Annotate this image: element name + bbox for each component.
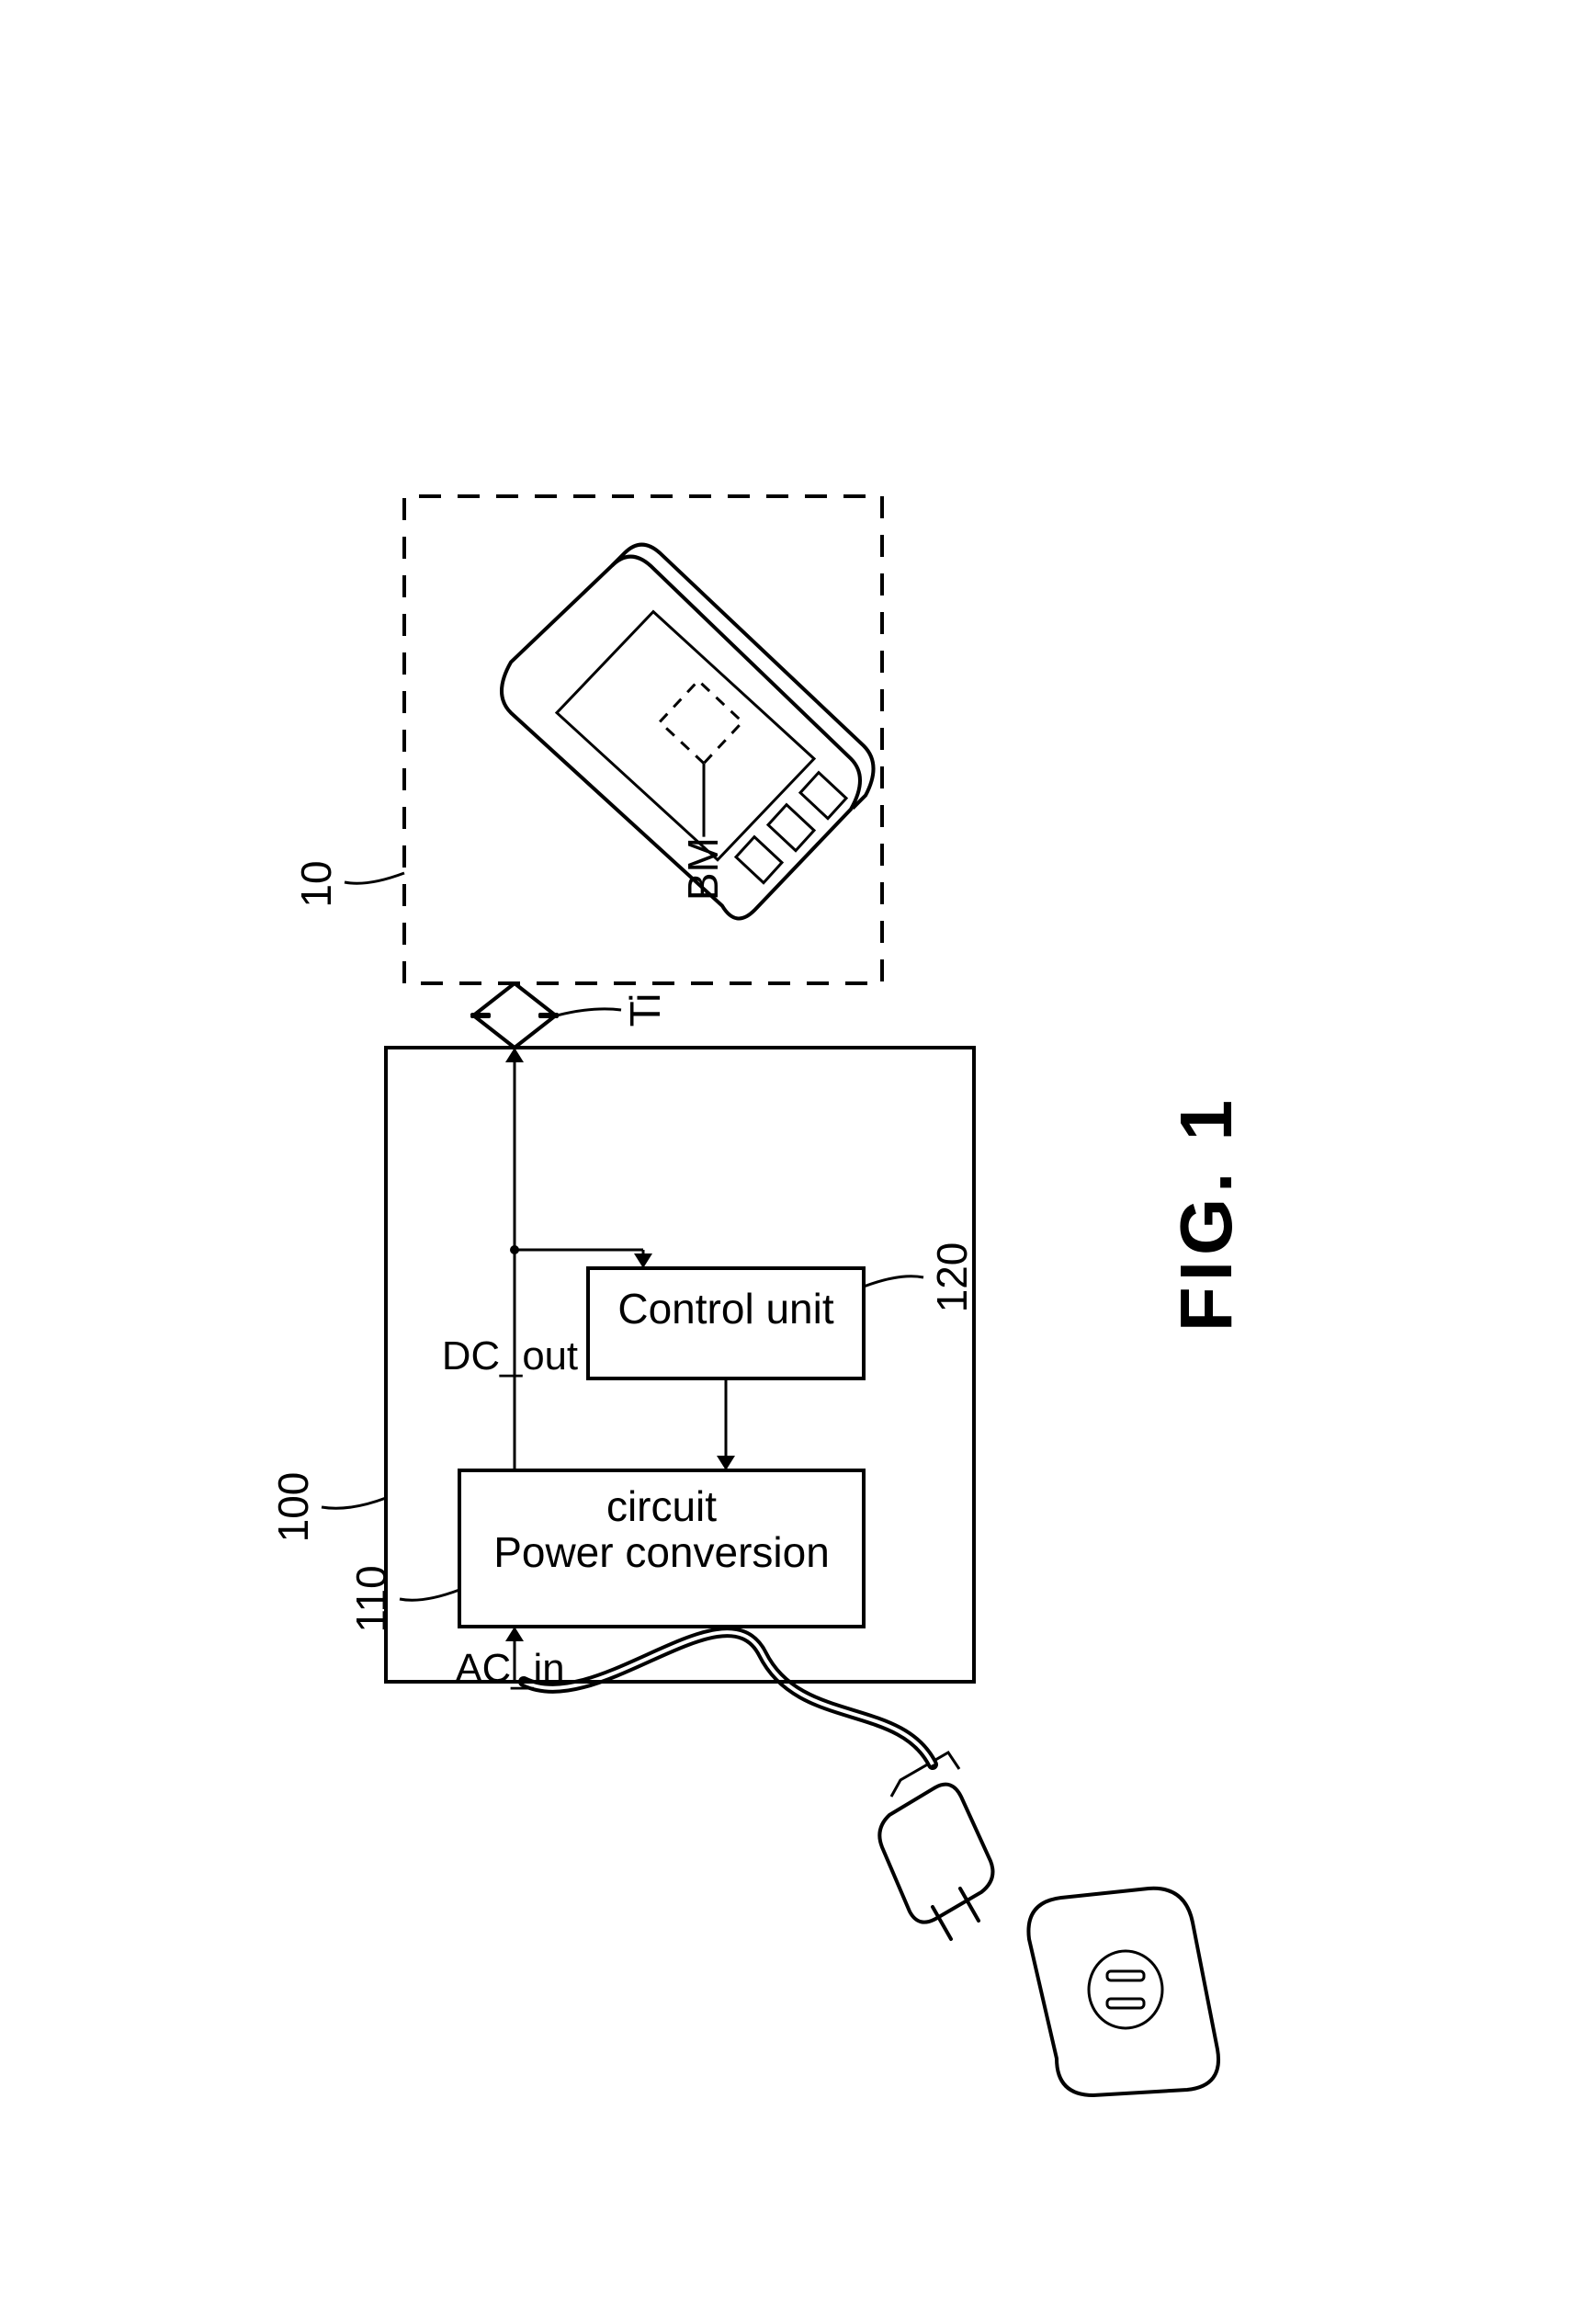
pcc-label-2: circuit [606,1482,717,1530]
ref-10-label: 10 [292,860,340,907]
ti-arrow [472,983,557,1048]
ac-in-label: AC_in [456,1646,565,1691]
ref-110-label: 110 [347,1565,395,1632]
bm-label: BM [679,837,727,901]
ref-120-label: 120 [928,1242,976,1313]
ti-label: Ti [621,993,669,1027]
dc-out-label: DC_out [442,1333,578,1378]
figure-label: FIG. 1 [1165,1095,1247,1332]
pcc-label-1: Power conversion [493,1528,830,1576]
ref-100-label: 100 [269,1472,317,1543]
control-unit-label: Control unit [617,1285,833,1333]
